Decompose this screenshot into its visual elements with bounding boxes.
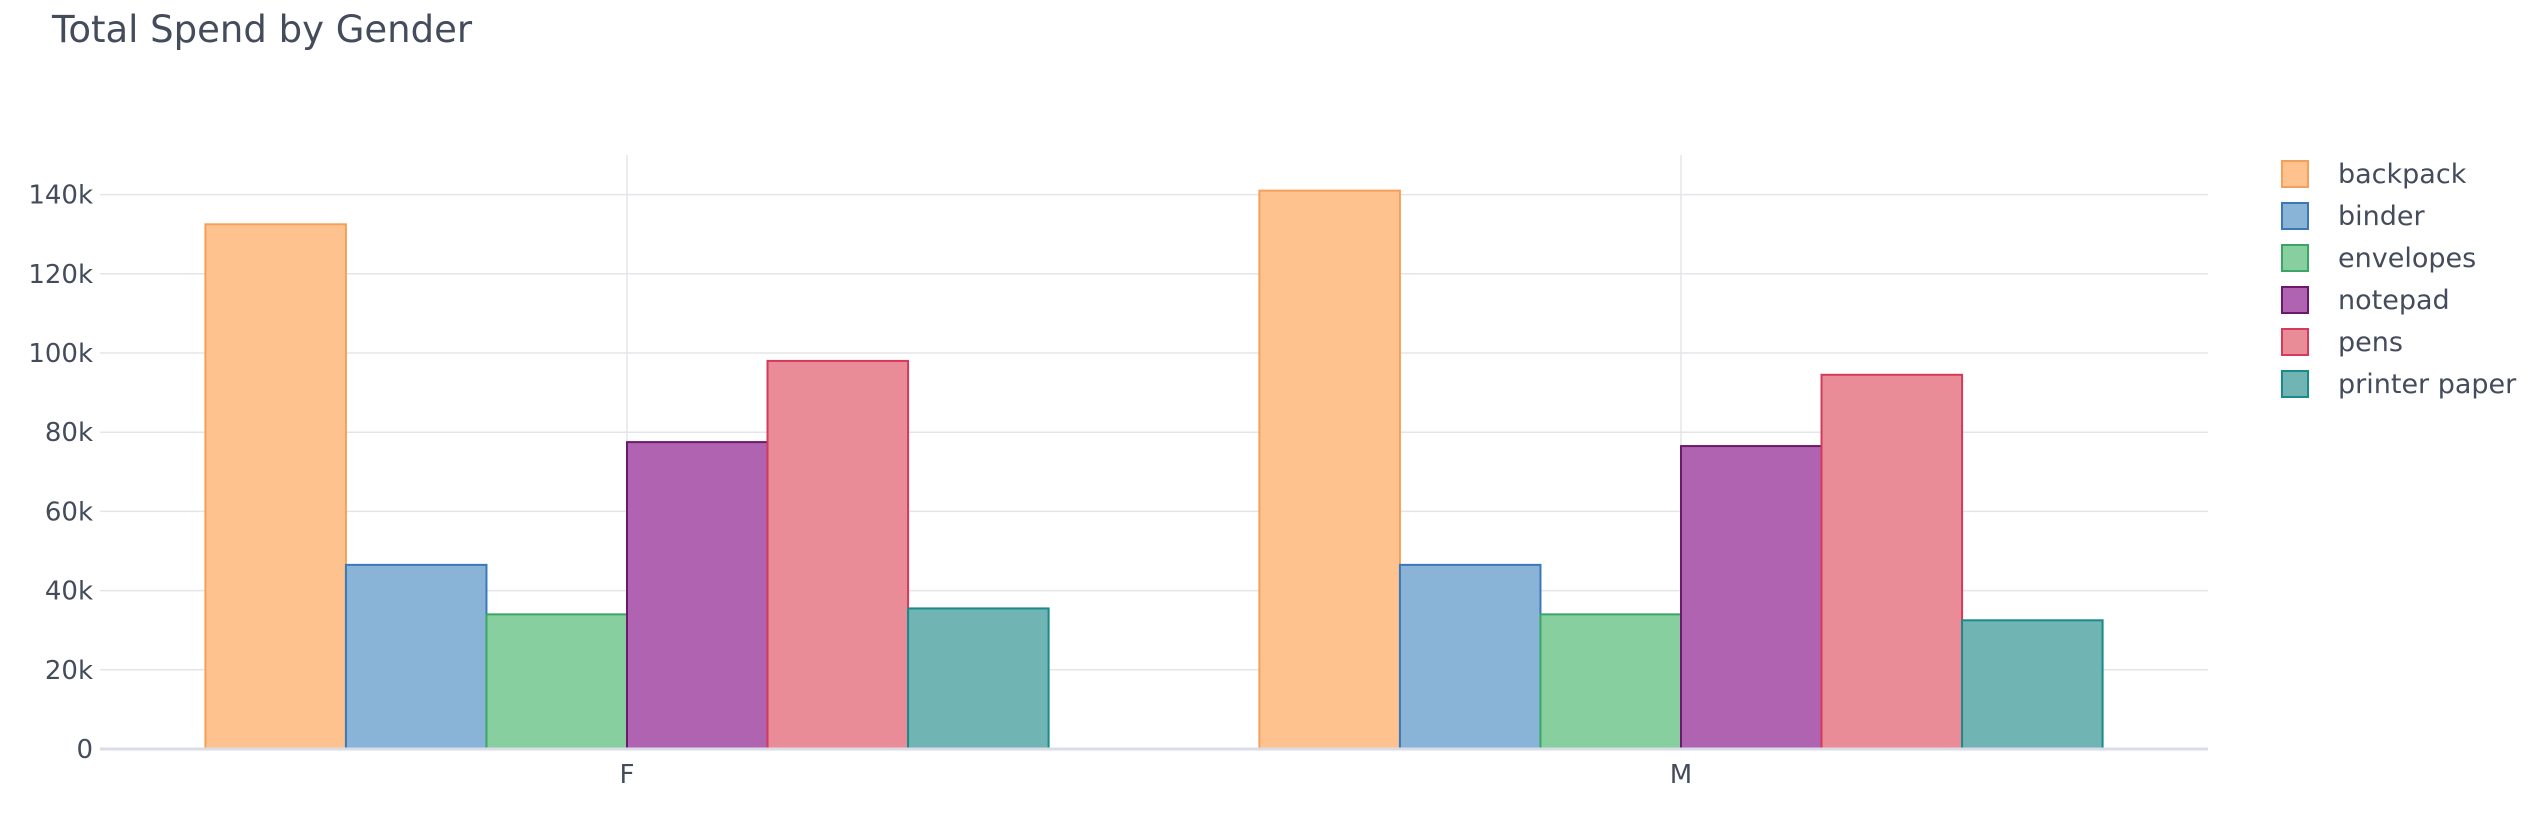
legend-item-backpack[interactable]: backpack [2281,159,2467,190]
legend-label: pens [2338,327,2403,358]
legend-item-pens[interactable]: pens [2281,327,2403,358]
legend-swatch [2281,328,2309,356]
bar-envelopes-F[interactable] [485,613,629,750]
legend: backpack binder envelopes notepad pens printe… [2281,159,2517,400]
chart-title: Total Spend by Gender [52,8,473,51]
bar-printer-paper-M[interactable] [1961,619,2104,750]
bar-binder-M[interactable] [1398,563,1542,750]
legend-label: envelopes [2338,243,2476,274]
bar-backpack-M[interactable] [1258,189,1401,750]
bar-binder-F[interactable] [344,563,488,750]
bar-pens-F[interactable] [766,359,910,750]
bar-notepad-M[interactable] [1680,445,1823,750]
legend-label: backpack [2338,159,2467,190]
legend-item-envelopes[interactable]: envelopes [2281,243,2476,274]
axes: 0 20k 40k 60k 80k 100k 120k 140k F M [28,181,2208,790]
legend-item-printer-paper[interactable]: printer paper [2281,369,2517,400]
bars [204,189,2104,751]
y-tick-label: 40k [45,577,93,607]
y-tick-label: 120k [28,260,93,290]
legend-swatch [2281,202,2309,230]
x-tick-label: F [620,760,635,790]
legend-swatch [2281,244,2309,272]
y-tick-label: 100k [28,339,93,369]
y-tick-label: 140k [28,181,93,211]
x-tick-label: M [1670,760,1692,790]
legend-label: printer paper [2338,369,2517,400]
legend-item-notepad[interactable]: notepad [2281,285,2450,316]
legend-label: notepad [2338,285,2450,316]
legend-item-binder[interactable]: binder [2281,201,2426,232]
legend-swatch [2281,160,2309,188]
y-tick-label: 0 [76,735,93,765]
bar-backpack-F[interactable] [204,223,347,751]
bar-notepad-F[interactable] [626,441,769,750]
bar-printer-paper-F[interactable] [907,607,1050,750]
y-tick-label: 60k [45,497,93,527]
legend-swatch [2281,286,2309,314]
bar-envelopes-M[interactable] [1539,613,1683,750]
legend-label: binder [2338,201,2426,232]
y-tick-label: 20k [45,656,93,686]
bar-pens-M[interactable] [1820,373,1964,750]
y-tick-label: 80k [45,418,93,448]
legend-swatch [2281,370,2309,398]
